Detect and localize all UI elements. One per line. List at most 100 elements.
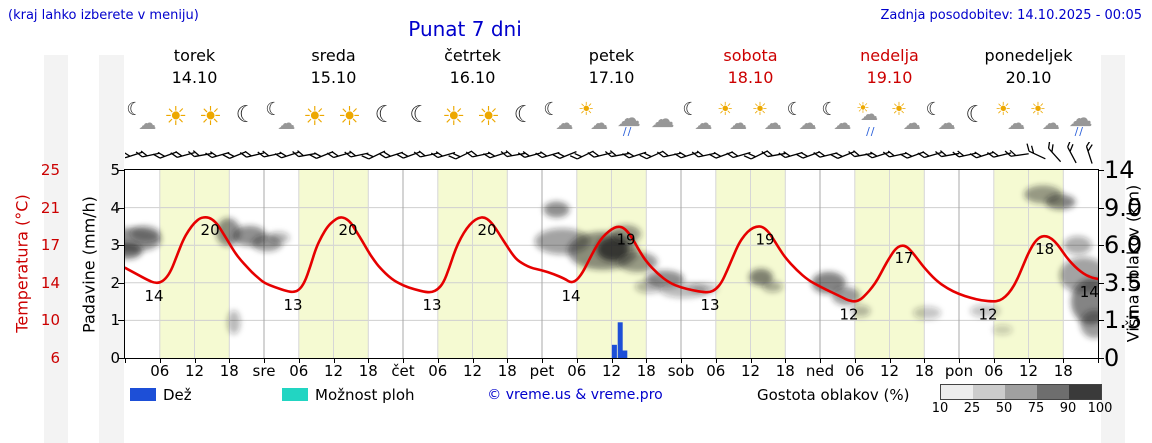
right-tick-mark xyxy=(1098,282,1104,284)
temperature-curve xyxy=(123,216,1100,303)
sky-icon-sun-cloud: ☀ ☁ xyxy=(994,100,1028,138)
rain-bar xyxy=(611,344,617,358)
wind-barb xyxy=(882,150,908,158)
wind-barb xyxy=(118,151,143,159)
temp-value-label: 18 xyxy=(1035,240,1054,258)
left-tick-mark xyxy=(118,282,124,284)
precip-tick-label: 4 xyxy=(110,198,120,217)
x-tick-label: 06 xyxy=(428,362,448,380)
bottom-tick-mark xyxy=(194,358,196,363)
cloud-icon: ☁ xyxy=(694,113,713,134)
sky-icon-sun-cloud-rain: ☀ ☁ ∕∕ xyxy=(855,100,889,138)
cloud-cover-blob xyxy=(992,324,1013,335)
cloud-density-scale-cell xyxy=(1069,385,1101,399)
wind-barb xyxy=(152,151,178,159)
wind-barb xyxy=(274,151,299,159)
sky-icon-moon-cloud: ☾ ☁ xyxy=(125,100,159,138)
sky-icon-moon-cloud: ☾ ☁ xyxy=(925,100,959,138)
sky-icon-cloud-rain: ☁ ∕∕ xyxy=(612,100,646,138)
cloud-axis-title: Višina oblakov (km) xyxy=(1123,184,1143,343)
rain-cloud-icon: ☁ xyxy=(1068,104,1093,132)
temp-value-label: 14 xyxy=(561,287,580,305)
sky-icon-cloud-rain: ☁ ∕∕ xyxy=(1064,100,1098,138)
sky-icon-moon: ☾ xyxy=(403,100,437,138)
cloud-cover-blob xyxy=(617,252,658,273)
copyright-link[interactable]: © vreme.us & vreme.pro xyxy=(487,387,663,403)
sun-icon: ☀ xyxy=(303,102,327,132)
x-tick-label: 18 xyxy=(636,362,656,380)
sun-icon: ☀ xyxy=(164,102,188,132)
x-tick-label: 18 xyxy=(914,362,934,380)
wind-barb xyxy=(1026,143,1046,160)
day-name: petek xyxy=(588,46,635,65)
last-update: Zadnja posodobitev: 14.10.2025 - 00:05 xyxy=(880,8,1142,23)
moon-icon: ☾ xyxy=(965,102,987,128)
x-tick-label: 06 xyxy=(845,362,865,380)
x-tick-label: 18 xyxy=(1053,362,1073,380)
wind-barb xyxy=(604,150,630,158)
precip-tick-label: 5 xyxy=(110,161,120,179)
right-tick-mark xyxy=(1098,245,1104,247)
wind-barb xyxy=(378,151,404,159)
day-name: ponedeljek xyxy=(984,46,1073,65)
sky-icon-sun-cloud: ☀ ☁ xyxy=(716,100,750,138)
rain-drops-icon: ∕∕ xyxy=(1074,125,1085,138)
temp-value-label: 14 xyxy=(1080,283,1098,301)
rain-drops-icon: ∕∕ xyxy=(866,125,876,138)
cloud-cover-blob xyxy=(811,271,846,294)
wind-barb xyxy=(1067,139,1077,164)
x-tick-label: 06 xyxy=(706,362,726,380)
wind-barb xyxy=(900,151,925,159)
right-tick-mark xyxy=(1098,170,1104,171)
wind-barb xyxy=(795,151,820,159)
bottom-tick-mark xyxy=(854,358,856,363)
cloud-icon: ☁ xyxy=(798,113,817,134)
bottom-tick-mark xyxy=(333,358,335,363)
wind-barb xyxy=(830,151,855,159)
page-title: Punat 7 dni xyxy=(408,17,522,41)
sun-icon: ☀ xyxy=(751,99,769,120)
temp-value-label: 13 xyxy=(700,296,719,314)
wind-barb xyxy=(952,150,977,158)
cloud-icon: ☁ xyxy=(937,113,956,134)
cloud-icon: ☁ xyxy=(1041,113,1060,134)
bottom-tick-mark xyxy=(472,358,474,363)
sky-icon-moon-cloud: ☾ ☁ xyxy=(542,100,576,138)
bottom-tick-mark xyxy=(924,358,926,363)
wind-barb xyxy=(743,150,768,160)
x-tick-label: 12 xyxy=(462,362,483,380)
day-name: sobota xyxy=(723,46,778,65)
right-tick-mark xyxy=(1098,207,1104,209)
cloud-cover-blob xyxy=(970,304,1001,318)
temp-value-label: 20 xyxy=(201,221,220,239)
wind-barb xyxy=(135,150,161,158)
cloud-density-scale-label: 25 xyxy=(963,401,981,416)
sky-icon-sun: ☀ xyxy=(299,100,333,138)
sky-icon-sun: ☀ xyxy=(473,100,507,138)
day-date: 18.10 xyxy=(727,68,774,87)
cloud-icon: ☁ xyxy=(763,113,782,134)
bottom-tick-mark xyxy=(1063,358,1065,363)
sky-icon-sun: ☀ xyxy=(438,100,472,138)
day-date: 15.10 xyxy=(310,68,357,87)
cloud-cover-blob xyxy=(596,237,629,261)
wind-barb xyxy=(344,150,369,158)
wind-barbs-svg xyxy=(118,139,1093,164)
bottom-tick-mark xyxy=(159,358,161,363)
rain-cloud-icon: ☁ xyxy=(616,104,641,132)
moon-icon: ☾ xyxy=(925,99,942,120)
precip-axis-title: Padavine (mm/h) xyxy=(79,196,99,333)
sun-icon: ☀ xyxy=(717,99,734,120)
left-margin-strip-2 xyxy=(99,55,124,443)
cloud-cover-blob xyxy=(748,268,773,286)
day-name: nedelja xyxy=(860,46,919,65)
cloud-icon: ☁ xyxy=(650,105,675,133)
x-tick-label: pon xyxy=(944,362,974,380)
bottom-tick-mark xyxy=(403,358,404,363)
wind-barb xyxy=(483,151,508,159)
sky-icon-moon: ☾ xyxy=(369,100,403,138)
precip-tick-label: 0 xyxy=(110,349,120,367)
temp-tick-label: 14 xyxy=(40,273,60,292)
cloud-density-legend-label: Gostota oblakov (%) xyxy=(757,386,910,404)
